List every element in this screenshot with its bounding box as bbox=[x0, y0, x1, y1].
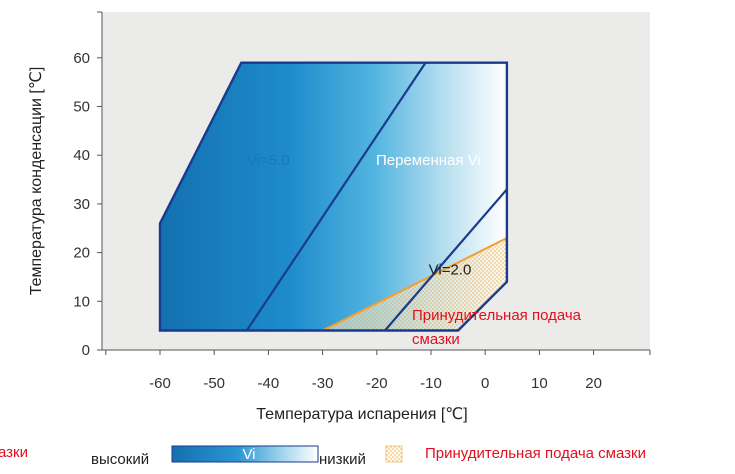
legend-vi-label: Vi bbox=[242, 446, 255, 463]
legend-gradient-bar bbox=[171, 445, 319, 463]
x-tick-label: -20 bbox=[366, 375, 388, 392]
y-tick-label: 60 bbox=[73, 50, 90, 67]
legend-low-label: низкий bbox=[319, 451, 366, 468]
x-tick-label: -60 bbox=[149, 375, 171, 392]
envelope-outline bbox=[158, 61, 509, 332]
x-tick-label: -50 bbox=[203, 375, 225, 392]
vi5-boundary-line bbox=[245, 62, 427, 332]
y-axis-title: Температура конденсации [℃] bbox=[28, 67, 45, 296]
region-labels: Vi=5.0 Переменная Vi Vi=2.0 bbox=[247, 152, 481, 279]
vi2-boundary-line bbox=[384, 188, 508, 332]
vi5-label: Vi=5.0 bbox=[247, 152, 290, 169]
y-tick-label: 30 bbox=[73, 196, 90, 213]
x-tick-label: -40 bbox=[258, 375, 280, 392]
legend-high-label: высокий bbox=[91, 451, 149, 468]
variable-vi-label: Переменная Vi bbox=[376, 152, 481, 169]
axes-layer bbox=[101, 12, 650, 351]
envelope-fill bbox=[160, 62, 507, 331]
x-tick-label: 0 bbox=[481, 375, 489, 392]
vi2-label: Vi=2.0 bbox=[429, 262, 472, 279]
legend: азки высокий Vi низкий Принудительная по… bbox=[0, 444, 646, 468]
x-axis-title: Температура испарения [℃] bbox=[256, 406, 467, 423]
x-tick-label: 10 bbox=[531, 375, 548, 392]
x-tick-label: -10 bbox=[420, 375, 442, 392]
lubrication-boundary-line bbox=[322, 237, 508, 332]
legend-clipped-text: азки bbox=[0, 444, 28, 461]
y-tick-label: 40 bbox=[73, 147, 90, 164]
lubrication-label-line1: Принудительная подача bbox=[412, 307, 582, 324]
y-tick-label: 0 bbox=[82, 342, 90, 359]
lubrication-label-line2: смазки bbox=[412, 331, 460, 348]
y-tick-label: 10 bbox=[73, 293, 90, 310]
x-tick-label: 20 bbox=[585, 375, 602, 392]
x-tick-label: -30 bbox=[312, 375, 334, 392]
y-tick-label: 20 bbox=[73, 245, 90, 262]
regions-layer bbox=[158, 61, 509, 332]
legend-lube-label: Принудительная подача смазки bbox=[425, 445, 646, 462]
y-tick-label: 50 bbox=[73, 99, 90, 116]
ticks-layer: -60 -50 -40 -30 -20 -10 0 10 20 0 10 20 30 40 50 60 bbox=[73, 11, 651, 392]
legend-lube-swatch bbox=[385, 445, 403, 463]
